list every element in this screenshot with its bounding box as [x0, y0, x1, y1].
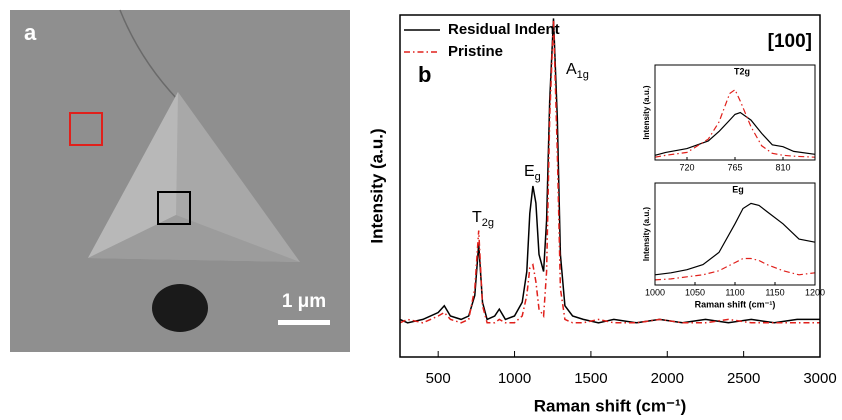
scale-bar [278, 320, 330, 325]
red-box [69, 112, 103, 146]
series-line [654, 257, 816, 281]
black-box [157, 191, 191, 225]
plot-area [655, 65, 815, 160]
x-tick-label: 1150 [765, 287, 784, 297]
y-axis-title: Intensity (a.u.) [642, 207, 651, 262]
series-line [654, 88, 816, 158]
legend-label: Residual Indent [448, 21, 560, 38]
x-tick-label: 3000 [803, 370, 836, 387]
crack [119, 9, 179, 101]
panel-label: b [418, 62, 431, 87]
indent-face [88, 92, 178, 258]
x-tick-label: 1500 [574, 370, 607, 387]
x-tick-label: 1000 [498, 370, 531, 387]
panel-label: a [24, 20, 37, 45]
peak-label-sub: g [535, 171, 541, 183]
y-axis-title: Intensity (a.u.) [367, 128, 386, 243]
x-tick-label: 1050 [685, 287, 705, 297]
particle [152, 284, 208, 332]
sem-image: a 1 μm [10, 9, 350, 352]
x-tick-label: 765 [727, 162, 742, 172]
x-tick-label: 720 [679, 162, 694, 172]
x-tick-label: 810 [775, 162, 790, 172]
peak-label-main: T [472, 209, 482, 226]
axes-frame [399, 14, 821, 358]
peak-label-main: A [566, 61, 577, 78]
peak-label: T2g [472, 209, 494, 229]
peak-label-main: E [524, 163, 535, 180]
annotation: [100] [768, 31, 812, 52]
scale-label: 1 μm [282, 291, 326, 312]
series-line [399, 20, 820, 324]
indent-face [88, 215, 300, 262]
series-line [654, 111, 816, 156]
plot-area [655, 183, 815, 285]
peak-label-sub: 1g [577, 69, 589, 81]
annotation: T2g [734, 66, 750, 76]
series-line [399, 18, 820, 324]
x-tick-label: 500 [426, 370, 451, 387]
peak-label: Eg [524, 163, 541, 183]
x-axis-title: Raman shift (cm⁻¹) [534, 396, 687, 415]
x-tick-label: 1200 [805, 287, 825, 297]
peak-label: A1g [566, 61, 589, 81]
legend-label: Pristine [448, 43, 503, 60]
x-tick-label: 1000 [645, 287, 665, 297]
series-line [654, 202, 816, 276]
y-axis-title: Intensity (a.u.) [642, 85, 651, 140]
x-tick-label: 1100 [725, 287, 744, 297]
x-tick-label: 2000 [651, 370, 684, 387]
x-tick-label: 2500 [727, 370, 760, 387]
peak-label-sub: 2g [482, 217, 494, 229]
annotation: Eg [732, 184, 744, 194]
x-axis-title: Raman shift (cm⁻¹) [695, 299, 776, 309]
